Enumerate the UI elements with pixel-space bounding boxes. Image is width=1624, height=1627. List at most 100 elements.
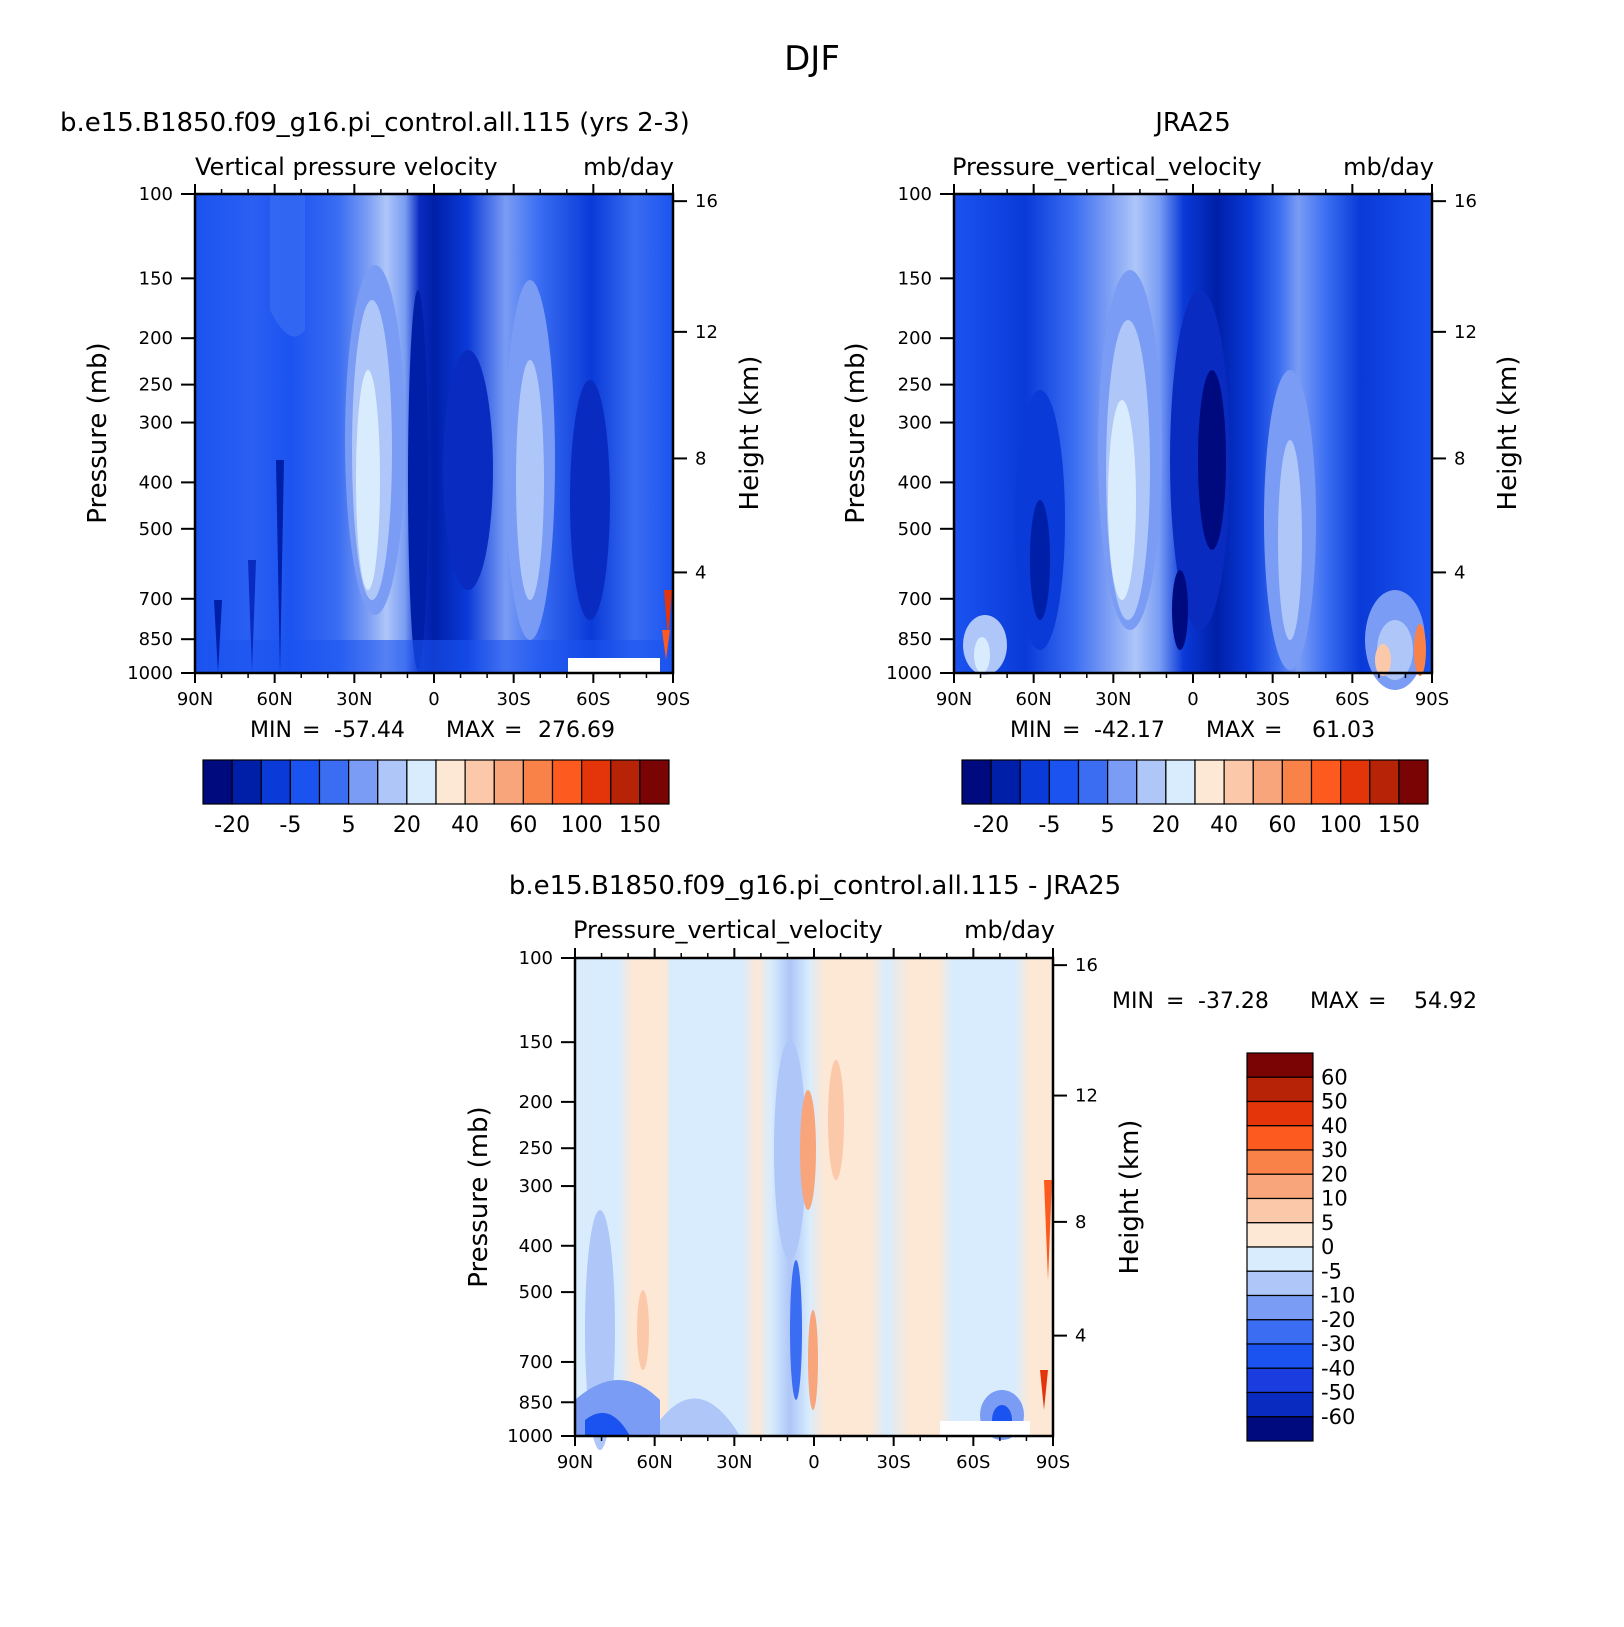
colorbar-box bbox=[1136, 759, 1167, 805]
colorbar-label: 40 bbox=[1210, 813, 1238, 838]
colorbar-box bbox=[1398, 759, 1429, 805]
colorbar-box bbox=[464, 759, 495, 805]
x-tick-label: 0 bbox=[1187, 689, 1198, 710]
panel-diff-min-label: MIN bbox=[1112, 989, 1154, 1014]
y-tick-right-label: 8 bbox=[695, 448, 706, 469]
colorbar-box bbox=[377, 759, 408, 805]
y-tick-label: 850 bbox=[898, 629, 932, 650]
colorbar-label: 100 bbox=[561, 813, 603, 838]
y-tick-right-label: 16 bbox=[1454, 191, 1477, 212]
colorbar-label: -5 bbox=[1038, 813, 1060, 838]
colorbar-box bbox=[348, 759, 379, 805]
x-tick-label: 60S bbox=[956, 1452, 990, 1473]
colorbar-label: 10 bbox=[1321, 1187, 1348, 1211]
x-tick-label: 60N bbox=[1015, 689, 1051, 710]
colorbar-box bbox=[1246, 1343, 1314, 1369]
x-tick-label: 60N bbox=[636, 1452, 672, 1473]
y-tick-right-label: 4 bbox=[1075, 1326, 1086, 1347]
panel-obs-max-eq: = bbox=[1264, 718, 1282, 743]
panel-model-max-eq: = bbox=[504, 718, 522, 743]
y-tick-label: 400 bbox=[898, 472, 932, 493]
colorbar-box bbox=[1165, 759, 1196, 805]
panel-diff-ylabel-right: Height (km) bbox=[1115, 1120, 1145, 1275]
y-tick-right-label: 16 bbox=[695, 191, 718, 212]
colorbar-box bbox=[961, 759, 992, 805]
colorbar-box bbox=[1246, 1173, 1314, 1200]
panel-diff-plot-area bbox=[575, 958, 1053, 1450]
y-tick-label: 300 bbox=[139, 413, 173, 434]
x-tick-label: 30N bbox=[336, 689, 372, 710]
colorbar-label: 40 bbox=[1321, 1114, 1348, 1138]
x-tick-label: 90N bbox=[936, 689, 972, 710]
colorbar-label: -60 bbox=[1321, 1405, 1355, 1429]
colorbar-box bbox=[990, 759, 1021, 805]
panel-model-title: b.e15.B1850.f09_g16.pi_control.all.115 (… bbox=[60, 108, 690, 138]
colorbar-label: 60 bbox=[1268, 813, 1296, 838]
panel-diff-min-value: -37.28 bbox=[1198, 989, 1269, 1014]
colorbar-box bbox=[1246, 1416, 1314, 1442]
colorbar-box bbox=[1252, 759, 1283, 805]
colorbar-box bbox=[1246, 1391, 1314, 1418]
colorbar-box bbox=[1246, 1076, 1314, 1103]
colorbar-box bbox=[1246, 1100, 1314, 1127]
panel-model-subtitle-left: Vertical pressure velocity bbox=[195, 153, 498, 181]
panel-diff-max-eq: = bbox=[1368, 989, 1386, 1014]
colorbar-label: 150 bbox=[1378, 813, 1420, 838]
y-tick-label: 200 bbox=[898, 328, 932, 349]
colorbar-label: 20 bbox=[1321, 1162, 1348, 1186]
y-tick-label: 250 bbox=[139, 375, 173, 396]
x-tick-label: 60S bbox=[1335, 689, 1369, 710]
colorbar-box bbox=[406, 759, 437, 805]
x-tick-label: 90S bbox=[1415, 689, 1449, 710]
colorbar-box bbox=[1340, 759, 1371, 805]
colorbar-box bbox=[1246, 1125, 1314, 1151]
colorbar-label: -40 bbox=[1321, 1356, 1355, 1380]
colorbar-label: -30 bbox=[1321, 1332, 1355, 1356]
y-tick-right-label: 12 bbox=[1075, 1086, 1098, 1107]
panel-obs-min-eq: = bbox=[1062, 718, 1080, 743]
colorbar-label: -50 bbox=[1321, 1381, 1355, 1405]
colorbar-label: 0 bbox=[1321, 1235, 1334, 1259]
y-tick-label: 300 bbox=[898, 413, 932, 434]
x-tick-label: 0 bbox=[428, 689, 439, 710]
colorbar-label: 20 bbox=[393, 813, 421, 838]
panel-obs-axes: 90N 60N 30N 0 30S 60S 90S 100 150 200 250 300 400 500… bbox=[886, 184, 1477, 710]
colorbar-box bbox=[493, 759, 524, 805]
y-tick-label: 150 bbox=[519, 1032, 553, 1053]
panel-obs-subtitle-right: mb/day bbox=[1343, 153, 1434, 181]
x-tick-label: 30S bbox=[1255, 689, 1289, 710]
colorbar-box bbox=[1019, 759, 1050, 805]
colorbar-box bbox=[1246, 1222, 1314, 1248]
colorbar-box bbox=[1048, 759, 1080, 805]
y-tick-label: 1000 bbox=[507, 1426, 553, 1447]
y-tick-label: 150 bbox=[898, 268, 932, 289]
colorbar-box bbox=[1223, 759, 1254, 805]
y-tick-label: 1000 bbox=[886, 663, 932, 684]
panel-model-ylabel-right: Height (km) bbox=[735, 356, 765, 511]
panel-obs-min-label: MIN bbox=[1010, 718, 1052, 743]
panel-model: b.e15.B1850.f09_g16.pi_control.all.115 (… bbox=[60, 108, 765, 838]
colorbar-label: 150 bbox=[619, 813, 661, 838]
x-tick-label: 0 bbox=[808, 1452, 819, 1473]
panel-obs: JRA25 Pressure_vertical_velocity mb/day … bbox=[841, 108, 1523, 838]
colorbar-box bbox=[581, 759, 612, 805]
y-tick-right-label: 4 bbox=[695, 562, 706, 583]
x-tick-label: 30S bbox=[496, 689, 530, 710]
y-tick-label: 300 bbox=[519, 1176, 553, 1197]
colorbar-label: 100 bbox=[1320, 813, 1362, 838]
colorbar-label: -10 bbox=[1321, 1284, 1355, 1308]
y-tick-label: 1000 bbox=[127, 663, 173, 684]
colorbar-box bbox=[1246, 1197, 1314, 1224]
colorbar-box bbox=[551, 759, 583, 805]
colorbar-box bbox=[639, 759, 670, 805]
panel-diff-subtitle-left: Pressure_vertical_velocity bbox=[573, 916, 883, 944]
panel-diff-ylabel: Pressure (mb) bbox=[464, 1106, 494, 1287]
y-tick-right-label: 16 bbox=[1075, 955, 1098, 976]
y-tick-right-label: 12 bbox=[695, 322, 718, 343]
panel-model-max-label: MAX bbox=[446, 718, 495, 743]
y-tick-right-label: 4 bbox=[1454, 562, 1465, 583]
panel-model-subtitle-right: mb/day bbox=[583, 153, 674, 181]
colorbar-box bbox=[1107, 759, 1138, 805]
colorbar-label: 60 bbox=[509, 813, 537, 838]
